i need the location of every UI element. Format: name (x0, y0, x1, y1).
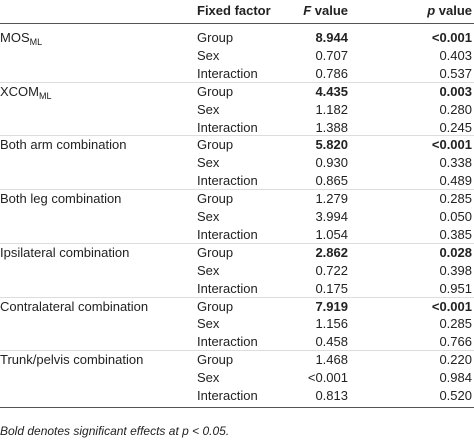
group-rule (0, 242, 474, 244)
f-value: 0.458 (315, 334, 348, 350)
f-value: 1.388 (315, 119, 348, 135)
header-p: p value (427, 2, 472, 19)
header-factor: Fixed factor (197, 3, 271, 18)
fixed-factor: Interaction (197, 173, 258, 189)
row-label-sub: ML (39, 90, 52, 101)
group-rule (0, 189, 474, 191)
f-value: 1.182 (315, 101, 348, 117)
fixed-factor: Interaction (197, 119, 258, 135)
fixed-factor: Sex (197, 47, 220, 63)
fixed-factor: Group (197, 244, 234, 260)
header-f-symbol: F (303, 3, 312, 18)
f-value: 0.707 (315, 47, 348, 63)
row-label: Both leg combination (0, 190, 121, 207)
row-label-text: Both leg combination (0, 191, 122, 207)
fixed-factor: Sex (197, 209, 220, 224)
f-value: 1.054 (315, 226, 348, 242)
fixed-factor: Interaction (197, 226, 258, 242)
header-p-symbol: p (427, 3, 436, 18)
f-value: 8.944 (315, 30, 348, 45)
f-value: 0.865 (315, 173, 348, 189)
fixed-factor: Sex (197, 370, 220, 386)
row-label: Ipsilateral combination (0, 244, 129, 261)
f-value: 0.813 (315, 388, 348, 403)
fixed-factor: Group (197, 191, 234, 207)
row-label-text: Trunk/pelvis combination (0, 352, 144, 368)
fixed-factor: Group (197, 30, 234, 45)
fixed-factor: Interaction (197, 388, 258, 403)
f-value: 1.156 (315, 316, 348, 332)
row-label: Contralateral combination (0, 298, 148, 315)
f-value: 1.279 (315, 191, 348, 207)
row-label-text: Both arm combination (0, 137, 127, 153)
p-value: 0.245 (439, 119, 472, 135)
p-value: <0.001 (431, 298, 472, 314)
f-value: 2.862 (315, 244, 348, 260)
f-value: 0.930 (315, 155, 348, 171)
row-label-text: MOS (0, 30, 30, 45)
row-label: XCOMML (0, 83, 52, 101)
p-value: 0.285 (439, 316, 472, 332)
header-rule (0, 23, 474, 24)
row-label-text: Contralateral combination (0, 298, 149, 314)
f-value: 0.722 (315, 262, 348, 278)
p-value: 0.489 (439, 173, 472, 189)
f-value: 3.994 (315, 209, 348, 224)
group-rule (0, 81, 474, 83)
row-label: MOSML (0, 29, 43, 47)
row-label-text: Ipsilateral combination (0, 244, 130, 260)
row-label: Trunk/pelvis combination (0, 351, 143, 368)
fixed-factor: Sex (197, 262, 220, 278)
bottom-rule (0, 406, 474, 408)
group-rule (0, 135, 474, 137)
f-value: 5.820 (315, 137, 348, 153)
group-rule (0, 350, 474, 352)
p-value: 0.403 (439, 47, 472, 63)
fixed-factor: Interaction (197, 280, 258, 296)
fixed-factor: Group (197, 83, 234, 99)
p-value: 0.951 (439, 280, 472, 296)
f-value: <0.001 (307, 370, 348, 386)
p-value: <0.001 (431, 137, 472, 153)
group-rule (0, 296, 474, 298)
fixed-factor: Group (197, 298, 234, 314)
footnote-before: Bold denotes significant effects at (0, 424, 183, 438)
fixed-factor: Sex (197, 155, 220, 171)
fixed-factor: Group (197, 137, 234, 153)
row-label-sub: ML (29, 37, 43, 47)
p-value: 0.050 (439, 209, 472, 224)
p-value: 0.003 (439, 83, 472, 99)
fixed-factor: Interaction (197, 334, 258, 350)
p-value: 0.285 (439, 191, 472, 207)
p-value: 0.537 (439, 65, 472, 81)
f-value: 4.435 (315, 83, 348, 99)
footnote-after: < 0.05. (188, 424, 230, 438)
header-f-text: value (311, 3, 348, 18)
fixed-factor: Group (197, 352, 234, 368)
header-p-text: value (435, 3, 472, 18)
footnote: Bold denotes significant effects at p < … (0, 424, 229, 438)
p-value: <0.001 (431, 30, 472, 45)
p-value: 0.398 (439, 262, 472, 278)
p-value: 0.338 (439, 155, 472, 171)
p-value: 0.766 (439, 334, 472, 350)
header-f: F value (303, 2, 348, 19)
row-label: Both arm combination (0, 136, 126, 153)
p-value: 0.028 (439, 244, 472, 260)
f-value: 1.468 (315, 352, 348, 368)
row-label-text: XCOM (0, 83, 39, 99)
fixed-factor: Sex (197, 316, 220, 332)
fixed-factor: Sex (197, 101, 220, 117)
p-value: 0.385 (439, 226, 472, 242)
p-value: 0.520 (439, 388, 472, 403)
f-value: 7.919 (315, 298, 348, 314)
f-value: 0.786 (315, 65, 348, 81)
footnote-symbol: p (182, 424, 189, 438)
p-value: 0.220 (439, 352, 472, 368)
fixed-factor: Interaction (197, 65, 258, 81)
p-value: 0.280 (439, 101, 472, 117)
f-value: 0.175 (315, 280, 348, 296)
p-value: 0.984 (439, 370, 472, 386)
